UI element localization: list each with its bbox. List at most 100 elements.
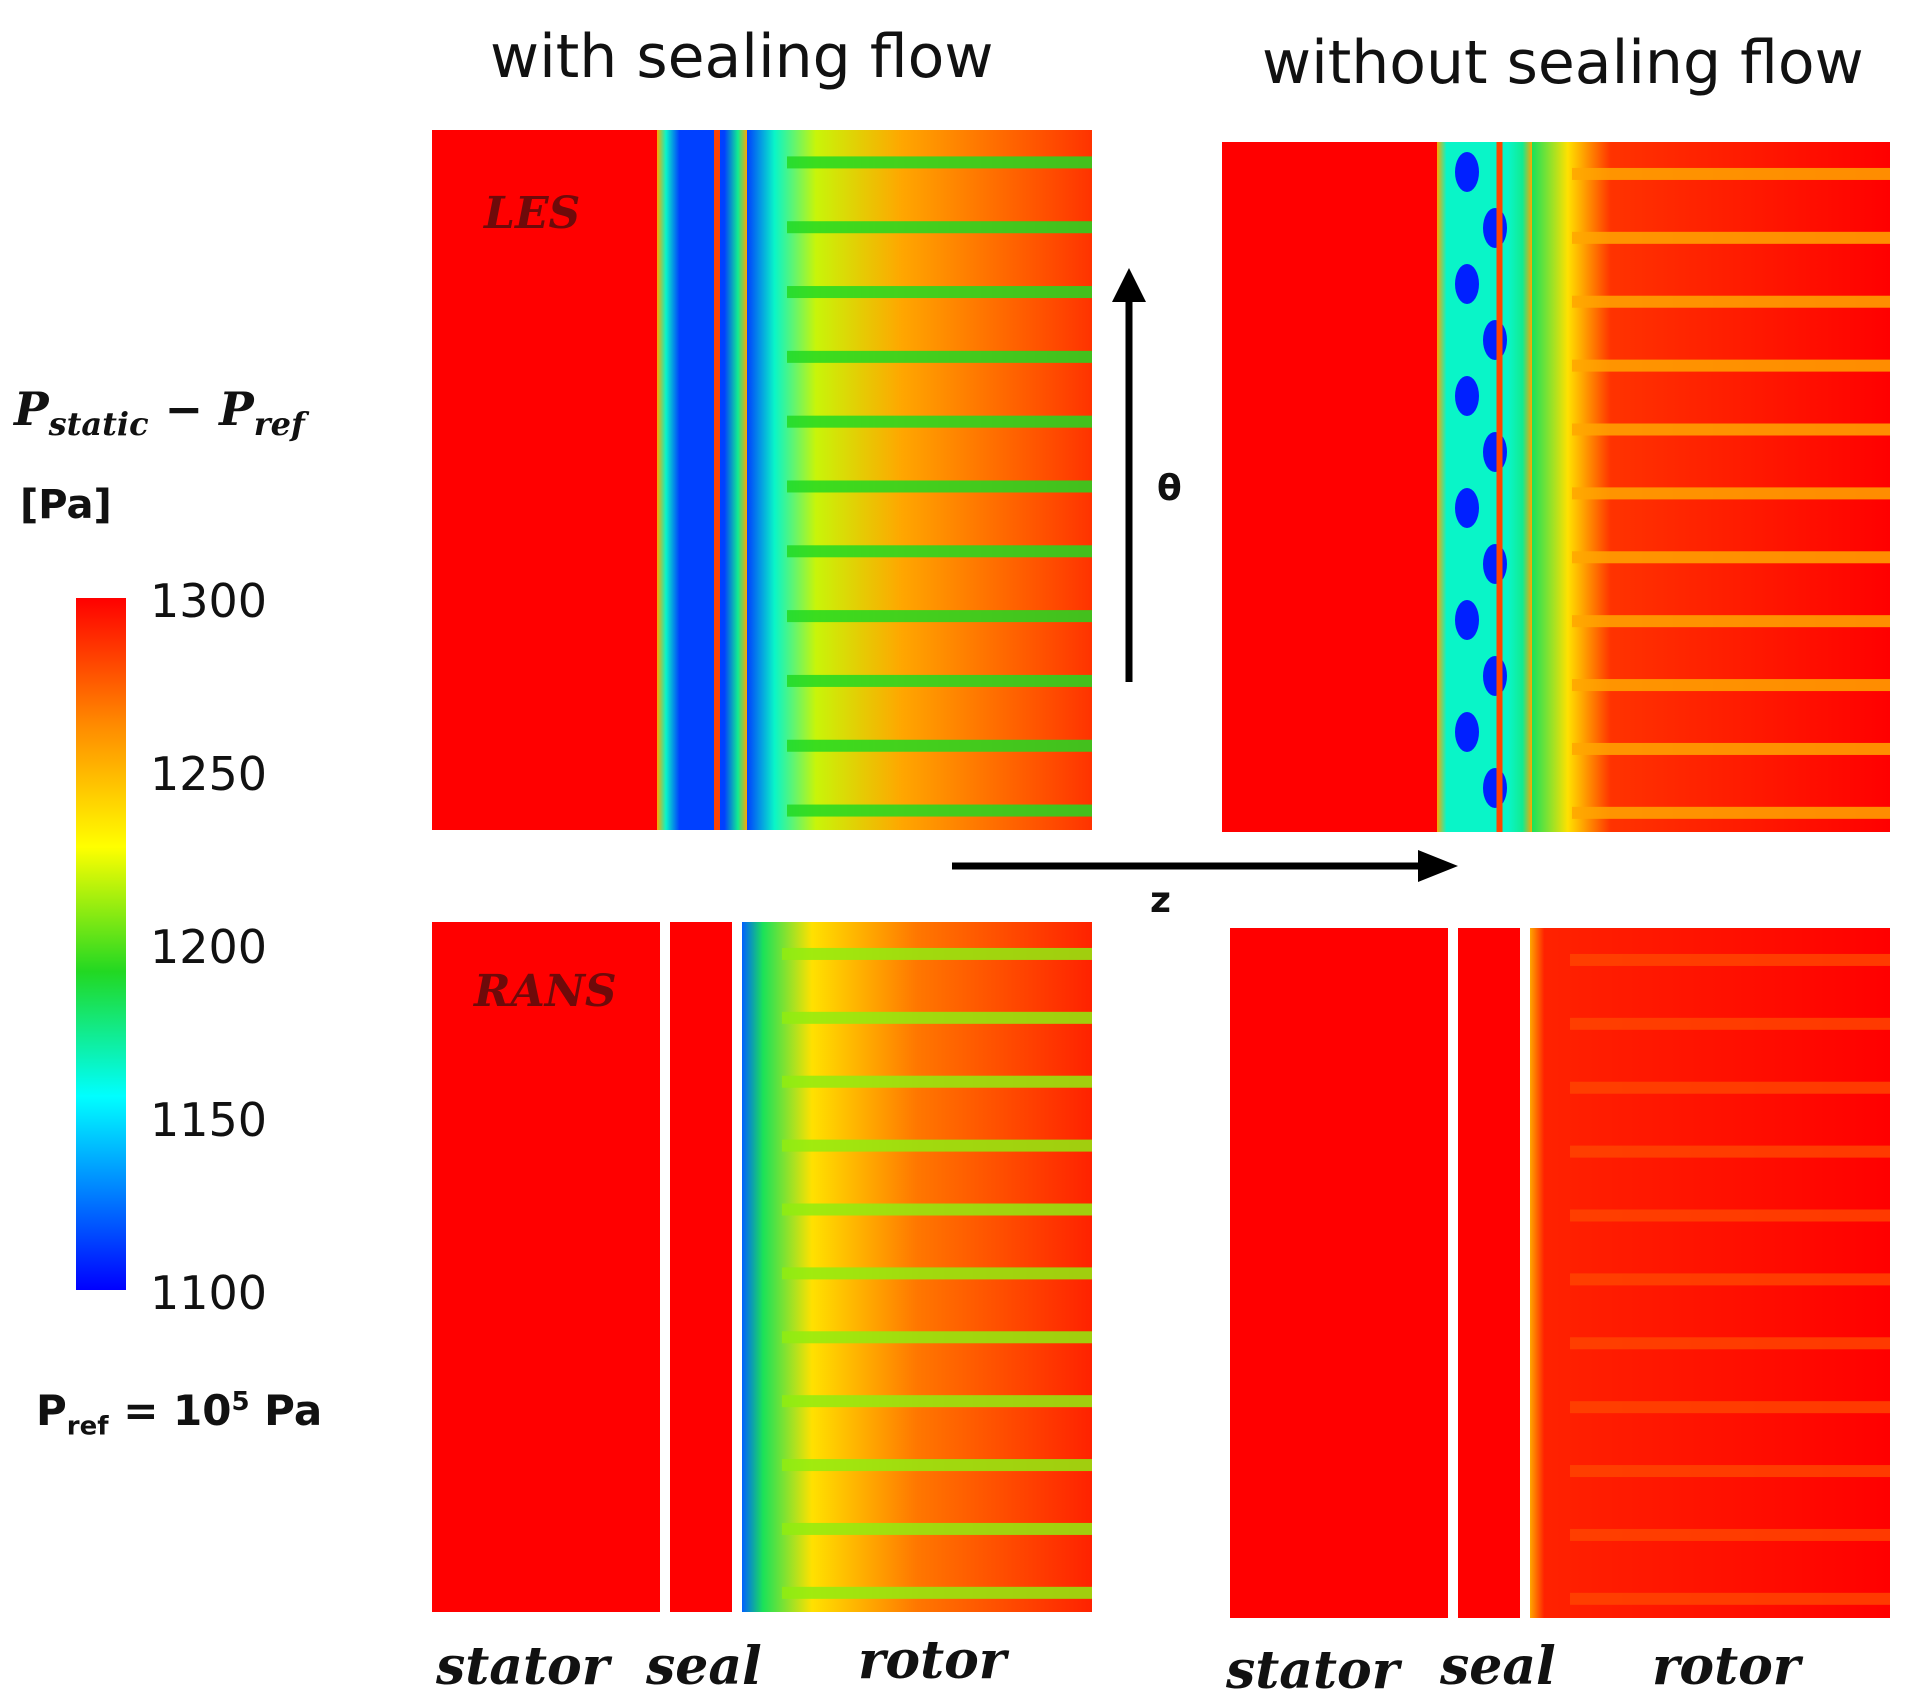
rotor-streak <box>782 1011 1092 1024</box>
rotor-streak <box>1570 1273 1890 1286</box>
rotor-region <box>747 130 1092 830</box>
rotor-streak <box>1572 806 1890 819</box>
rotor-streak <box>787 674 1092 687</box>
rotor-region <box>1530 928 1890 1618</box>
column-title-without: without sealing flow <box>1262 28 1864 98</box>
rans-with-sealing-plot <box>432 922 1092 1612</box>
rotor-streak <box>787 286 1092 299</box>
stator-region <box>1222 142 1437 832</box>
rotor-streak <box>782 1331 1092 1344</box>
stator-seal-gap <box>1450 928 1456 1618</box>
rotor-streak <box>1572 742 1890 755</box>
z-arrowhead <box>1418 850 1458 882</box>
rotor-streak <box>1570 1592 1890 1605</box>
rans-without-sealing-panel <box>1230 928 1890 1618</box>
rotor-streak <box>787 221 1092 234</box>
rotor-streak <box>787 480 1092 493</box>
column-title-with: with sealing flow <box>490 22 994 92</box>
colorbar-tick: 1300 <box>150 574 268 628</box>
theta-arrowhead <box>1112 268 1146 302</box>
seal-region <box>657 130 747 830</box>
region-label-seal: seal <box>646 1636 762 1697</box>
les-without-sealing-panel <box>1222 142 1890 832</box>
stator-region <box>432 922 660 1612</box>
rotor-streak <box>787 610 1092 623</box>
method-label-les: LES <box>484 188 581 239</box>
les-with-sealing-plot <box>432 130 1092 830</box>
rotor-streak <box>782 1395 1092 1408</box>
colorbar-title: Pstatic − Pref <box>14 382 305 444</box>
seal-region <box>670 922 732 1612</box>
theta-axis-label: θ <box>1157 468 1182 509</box>
rotor-streak <box>782 1522 1092 1535</box>
low-pressure-cell <box>1455 376 1479 416</box>
rotor-streak <box>787 739 1092 752</box>
colorbar-unit: [Pa] <box>20 482 112 528</box>
rotor-streak <box>1570 1209 1890 1222</box>
low-pressure-cell <box>1455 152 1479 192</box>
seal-gap-line <box>1496 142 1503 832</box>
rotor-streak <box>1570 1337 1890 1350</box>
colorbar-tick: 1200 <box>150 920 268 974</box>
rotor-streak <box>1570 1465 1890 1478</box>
stator-seal-gap <box>662 922 668 1612</box>
les-with-sealing-panel <box>432 130 1092 830</box>
rotor-streak <box>1572 679 1890 692</box>
colorbar-tick: 1250 <box>150 747 268 801</box>
rotor-streak <box>1570 1081 1890 1094</box>
rotor-streak <box>787 415 1092 428</box>
reference-pressure: Pref = 105 Pa <box>36 1386 323 1442</box>
rotor-streak <box>1572 295 1890 308</box>
rotor-streak <box>787 804 1092 817</box>
rotor-streak <box>782 947 1092 960</box>
region-label-stator: stator <box>1226 1640 1400 1701</box>
rotor-streak <box>1572 359 1890 372</box>
les-without-sealing-plot <box>1222 142 1890 832</box>
stator-region <box>1230 928 1448 1618</box>
rotor-streak <box>787 156 1092 169</box>
rotor-region <box>1532 142 1890 832</box>
region-label-rotor: rotor <box>858 1630 1007 1691</box>
rotor-streak <box>1572 487 1890 500</box>
region-label-rotor: rotor <box>1652 1636 1801 1697</box>
rotor-streak <box>1570 953 1890 966</box>
rans-without-sealing-plot <box>1230 928 1890 1618</box>
stator-region <box>432 130 657 830</box>
region-label-stator: stator <box>436 1636 610 1697</box>
seal-region <box>1458 928 1520 1618</box>
region-label-seal: seal <box>1440 1636 1556 1697</box>
low-pressure-cell <box>1455 712 1479 752</box>
rans-with-sealing-panel <box>432 922 1092 1612</box>
rotor-streak <box>1572 231 1890 244</box>
rotor-streak <box>787 350 1092 363</box>
colorbar <box>76 598 126 1290</box>
low-pressure-cell <box>1455 264 1479 304</box>
rotor-streak <box>1572 167 1890 180</box>
colorbar-tick: 1150 <box>150 1093 268 1147</box>
rotor-streak <box>782 1459 1092 1472</box>
z-axis-label: z <box>1150 880 1171 921</box>
seal-gap-line <box>714 130 720 830</box>
method-label-rans: RANS <box>474 966 617 1017</box>
rotor-streak <box>787 545 1092 558</box>
rotor-streak <box>1570 1145 1890 1158</box>
rotor-streak <box>782 1267 1092 1280</box>
rotor-region <box>742 922 1092 1612</box>
seal-region <box>1437 142 1532 832</box>
colorbar-tick: 1100 <box>150 1266 268 1320</box>
low-pressure-cell <box>1455 600 1479 640</box>
rotor-streak <box>1570 1017 1890 1030</box>
rotor-streak <box>782 1139 1092 1152</box>
rotor-streak <box>1570 1401 1890 1414</box>
rotor-streak <box>782 1075 1092 1088</box>
rotor-streak <box>1572 615 1890 628</box>
rotor-streak <box>1572 423 1890 436</box>
seal-rotor-gap <box>1522 928 1528 1618</box>
low-pressure-cell <box>1455 488 1479 528</box>
seal-rotor-gap <box>734 922 740 1612</box>
rotor-streak <box>1572 551 1890 564</box>
rotor-streak <box>782 1203 1092 1216</box>
rotor-streak <box>782 1586 1092 1599</box>
rotor-streak <box>1570 1528 1890 1541</box>
